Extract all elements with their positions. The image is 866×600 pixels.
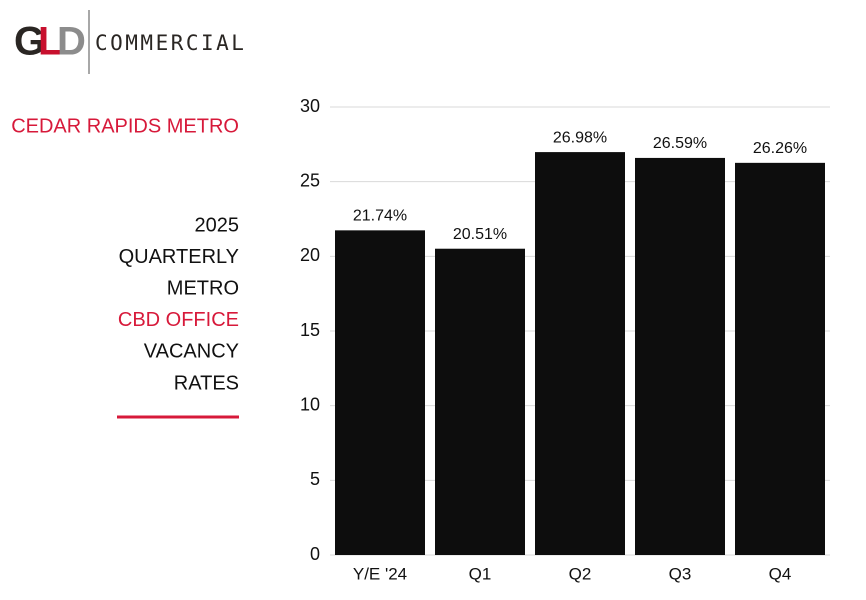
bar: [535, 152, 625, 555]
y-tick-label: 10: [300, 394, 320, 414]
data-label: 26.26%: [753, 140, 807, 157]
y-tick-label: 20: [300, 245, 320, 265]
x-tick-label: Y/E '24: [353, 564, 407, 583]
y-tick-label: 15: [300, 320, 320, 340]
bar: [335, 230, 425, 555]
x-tick-label: Q3: [669, 564, 692, 583]
sidebar-line: QUARTERLY: [119, 246, 239, 268]
sidebar-line: RATES: [174, 372, 239, 394]
sidebar-heading: CEDAR RAPIDS METRO: [11, 115, 239, 137]
bar: [735, 162, 825, 556]
bar: [435, 248, 525, 555]
y-tick-label: 30: [300, 96, 320, 116]
data-label: 26.98%: [553, 129, 607, 146]
sidebar-line: CBD OFFICE: [118, 309, 239, 331]
sidebar-line: METRO: [167, 277, 239, 299]
sidebar-line: VACANCY: [144, 341, 239, 363]
y-tick-label: 25: [300, 170, 320, 190]
data-label: 20.51%: [453, 226, 507, 243]
logo-name: COMMERCIAL: [95, 31, 246, 55]
y-tick-label: 0: [310, 544, 320, 564]
logo-letter: D: [57, 20, 85, 64]
x-tick-label: Q1: [469, 564, 492, 583]
y-tick-label: 5: [310, 469, 320, 489]
data-label: 26.59%: [653, 135, 707, 152]
logo-letter: G: [14, 20, 43, 64]
x-tick-label: Q4: [769, 564, 792, 583]
sidebar-line: 2025: [195, 214, 240, 236]
bar: [635, 157, 725, 555]
data-label: 21.74%: [353, 208, 407, 225]
x-tick-label: Q2: [569, 564, 592, 583]
